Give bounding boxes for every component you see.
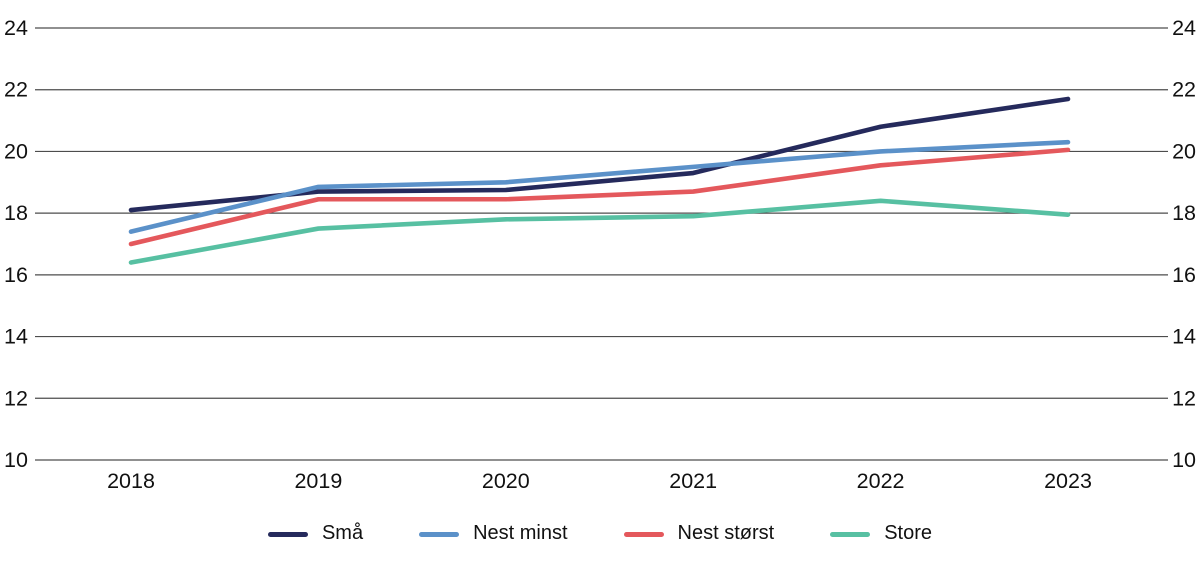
y-axis-tick-label-right: 20 (1172, 139, 1196, 163)
y-axis-tick-label-left: 14 (4, 325, 28, 349)
series-line-store (128, 198, 1071, 265)
legend-swatch-sm- (267, 531, 308, 537)
x-axis-tick-label: 2019 (294, 469, 342, 493)
legend-label-nest-minst: Nest minst (473, 522, 568, 544)
legend-item-sm-: Små (267, 522, 364, 545)
x-axis-tick-label: 2020 (482, 469, 530, 493)
series-line-nest-minst (128, 139, 1071, 234)
x-axis-tick-label: 2021 (669, 469, 717, 493)
y-axis-tick-label-left: 20 (4, 139, 28, 163)
y-axis-tick-label-left: 18 (4, 201, 28, 225)
legend-label-sm-: Små (321, 522, 364, 544)
legend-item-nest-st-rst: Nest størst (623, 522, 775, 545)
legend-swatch-nest-st-rst (623, 531, 664, 537)
x-axis-tick-label: 2023 (1044, 469, 1092, 493)
y-axis-tick-label-right: 18 (1172, 201, 1196, 225)
y-axis-tick-label-left: 12 (4, 386, 28, 410)
legend-item-nest-minst: Nest minst (419, 522, 568, 545)
y-axis-tick-label-left: 24 (4, 16, 28, 40)
y-axis-tick-label-right: 12 (1172, 386, 1196, 410)
y-axis-tick-label-right: 14 (1172, 325, 1196, 349)
series-line-nest-st-rst (128, 147, 1071, 247)
y-axis-tick-label-right: 22 (1172, 78, 1196, 102)
legend-swatch-nest-minst (419, 531, 460, 537)
legend-label-store: Store (884, 522, 933, 544)
chart-legend: Små Nest minst Nest størst Store (0, 523, 1200, 545)
y-axis-tick-label-left: 10 (4, 448, 28, 472)
y-axis-tick-label-right: 10 (1172, 448, 1196, 472)
y-axis-tick-label-left: 16 (4, 263, 28, 287)
legend-swatch-store (830, 531, 871, 537)
y-axis-tick-label-right: 24 (1172, 16, 1196, 40)
legend-item-store: Store (830, 523, 932, 545)
y-axis-tick-label-left: 22 (4, 78, 28, 102)
x-axis-tick-label: 2018 (107, 469, 155, 493)
y-axis-tick-label-right: 16 (1172, 263, 1196, 287)
legend-label-nest-st-rst: Nest størst (677, 522, 775, 544)
x-axis-tick-label: 2022 (857, 469, 905, 493)
